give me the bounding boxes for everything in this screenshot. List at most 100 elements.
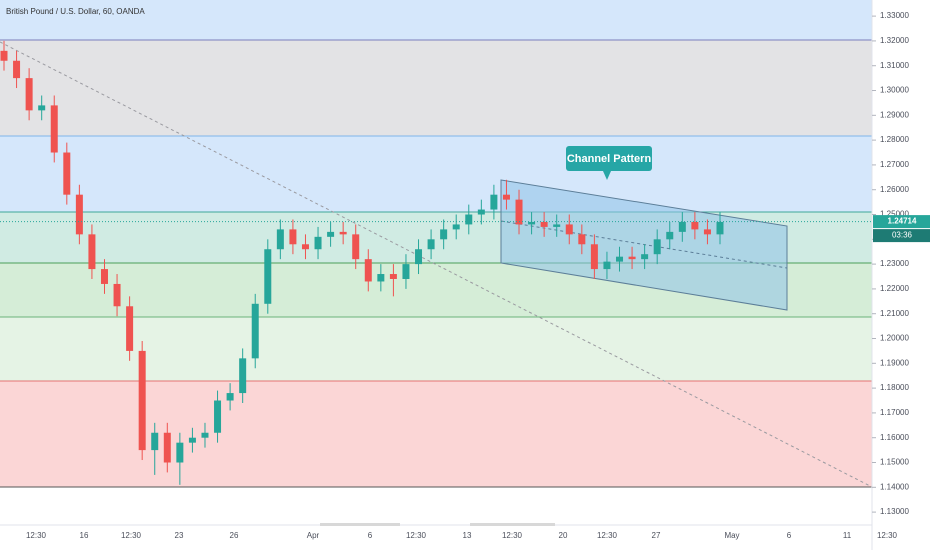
candle-body — [402, 264, 410, 279]
x-tick-label: 12:30 — [406, 531, 427, 540]
candle-body — [138, 350, 146, 451]
callout: Channel Pattern — [566, 146, 652, 180]
x-tick-label: 20 — [559, 531, 568, 540]
x-tick-label: 11 — [843, 531, 852, 540]
candle-body — [515, 199, 523, 225]
candle-body — [590, 244, 598, 270]
candle-body — [301, 244, 309, 250]
candle-body — [415, 249, 423, 265]
candle-body — [13, 60, 21, 79]
y-tick-label: 1.32000 — [880, 36, 909, 45]
y-tick-label: 1.15000 — [880, 458, 909, 467]
candle-body — [616, 256, 624, 262]
chart-title: British Pound / U.S. Dollar, 60, OANDA — [6, 7, 145, 16]
candle-body — [603, 261, 611, 270]
y-tick-label: 1.18000 — [880, 383, 909, 392]
x-tick-label: 12:30 — [26, 531, 47, 540]
candle-body — [465, 214, 473, 225]
candle-body — [641, 254, 649, 260]
x-tick-label: Apr — [307, 531, 320, 540]
candles — [0, 40, 724, 485]
x-axis-area — [0, 525, 872, 550]
y-tick-label: 1.25000 — [880, 210, 909, 219]
y-tick-label: 1.27000 — [880, 160, 909, 169]
x-tick-label: 12:30 — [877, 531, 898, 540]
y-tick-label: 1.16000 — [880, 433, 909, 442]
candle-body — [716, 221, 724, 235]
candle-body — [352, 234, 360, 260]
y-tick-label: 1.30000 — [880, 86, 909, 95]
y-tick-label: 1.20000 — [880, 334, 909, 343]
last-price: 1.24714 — [888, 217, 917, 226]
callout-pointer — [603, 171, 611, 180]
y-tick-label: 1.19000 — [880, 358, 909, 367]
candle-body — [226, 393, 234, 401]
candle-body — [163, 432, 171, 463]
trend-line — [0, 41, 873, 488]
candle-body — [440, 229, 448, 240]
y-tick-label: 1.28000 — [880, 135, 909, 144]
candle-body — [377, 274, 385, 282]
y-tick-label: 1.23000 — [880, 259, 909, 268]
scroll-markers — [320, 523, 555, 526]
y-tick-label: 1.31000 — [880, 61, 909, 70]
x-tick-label: 12:30 — [597, 531, 618, 540]
y-axis-area — [872, 0, 932, 550]
x-axis: 12:30 16 12:30 23 26 Apr 6 12:30 13 12:30 20 12:30 2… — [26, 531, 898, 540]
callout-box — [566, 146, 652, 171]
scroll-marker — [470, 523, 555, 526]
candle-body — [490, 194, 498, 210]
candle-body — [264, 249, 272, 304]
candle-body — [100, 269, 108, 284]
x-tick-label: 13 — [463, 531, 472, 540]
last-price-box — [873, 215, 930, 229]
x-tick-label: 27 — [652, 531, 661, 540]
candle-body — [214, 400, 222, 433]
candle-body — [88, 234, 96, 270]
candle-body — [176, 442, 184, 463]
candle-body — [703, 229, 711, 235]
candle-body — [565, 224, 573, 235]
zone — [0, 381, 872, 487]
scroll-marker — [320, 523, 400, 526]
y-tick-label: 1.33000 — [880, 11, 909, 20]
candle-body — [502, 194, 510, 200]
x-tick-label: 23 — [175, 531, 184, 540]
x-tick-label: 6 — [787, 531, 792, 540]
candle-body — [289, 229, 297, 245]
x-tick-label: 12:30 — [502, 531, 523, 540]
countdown-box — [873, 229, 930, 243]
y-tick-label: 1.29000 — [880, 110, 909, 119]
candle-body — [0, 50, 8, 61]
channel-midline — [500, 220, 788, 269]
candle-body — [50, 105, 58, 153]
zone — [0, 0, 872, 40]
candle-body — [201, 432, 209, 438]
candle-body — [452, 224, 460, 230]
x-tick-label: 12:30 — [121, 531, 142, 540]
y-tick-label: 1.26000 — [880, 185, 909, 194]
y-tick-label: 1.22000 — [880, 284, 909, 293]
candle-body — [578, 234, 586, 245]
x-tick-label: May — [724, 531, 739, 540]
candle-body — [75, 194, 83, 235]
candle-body — [113, 283, 121, 307]
candle-body — [477, 209, 485, 215]
zone — [0, 136, 872, 212]
candle-body — [239, 358, 247, 394]
candle-body — [553, 224, 561, 227]
y-tick-label: 1.13000 — [880, 507, 909, 516]
candle-body — [540, 221, 548, 227]
candle-body — [678, 221, 686, 232]
zone — [0, 40, 872, 136]
y-tick-label: 1.21000 — [880, 309, 909, 318]
candle-body — [251, 303, 259, 359]
candle-body — [276, 229, 284, 250]
candle-body — [188, 437, 196, 443]
candle-body — [628, 256, 636, 260]
y-tick-label: 1.17000 — [880, 408, 909, 417]
candle-body — [126, 306, 134, 351]
candle-body — [38, 105, 46, 111]
candle-body — [339, 231, 347, 235]
